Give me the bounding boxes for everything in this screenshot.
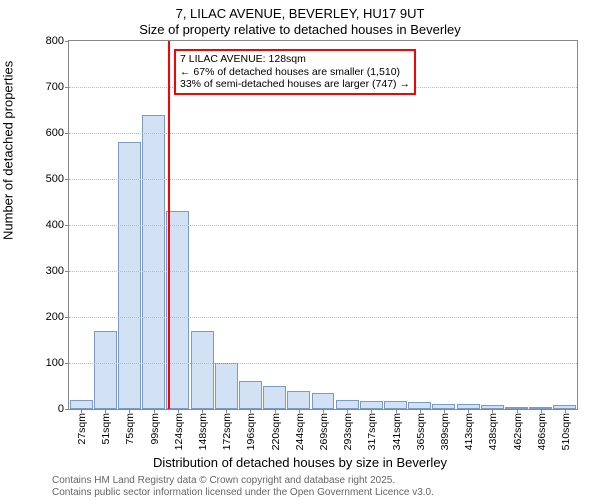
x-tick-mark	[420, 409, 421, 413]
bar	[94, 331, 117, 409]
x-tick-mark	[396, 409, 397, 413]
grid-line	[69, 317, 577, 318]
x-tick-mark	[105, 409, 106, 413]
footer-line-2: Contains public sector information licen…	[52, 487, 434, 498]
x-tick-mark	[492, 409, 493, 413]
x-tick-label: 148sqm	[197, 413, 209, 450]
x-tick-label: 99sqm	[149, 413, 161, 445]
x-tick-label: 293sqm	[342, 413, 354, 450]
x-tick-mark	[250, 409, 251, 413]
x-tick-mark	[323, 409, 324, 413]
chart-title-line-2: Size of property relative to detached ho…	[139, 22, 461, 37]
x-tick-mark	[444, 409, 445, 413]
bar	[239, 381, 262, 409]
bar	[360, 401, 383, 409]
bar	[312, 393, 335, 409]
x-tick-label: 196sqm	[246, 413, 258, 450]
y-tick-label: 400	[46, 219, 64, 231]
x-tick-mark	[371, 409, 372, 413]
x-tick-label: 269sqm	[318, 413, 330, 450]
x-tick-mark	[202, 409, 203, 413]
x-tick-label: 124sqm	[173, 413, 185, 450]
x-tick-label: 244sqm	[294, 413, 306, 450]
x-tick-mark	[347, 409, 348, 413]
y-tick-label: 200	[46, 311, 64, 323]
x-tick-mark	[178, 409, 179, 413]
bar	[336, 400, 359, 409]
x-tick-mark	[275, 409, 276, 413]
y-tick-mark	[65, 133, 69, 134]
y-tick-label: 300	[46, 265, 64, 277]
bar	[287, 391, 310, 409]
y-tick-label: 500	[46, 173, 64, 185]
callout-line: ← 67% of detached houses are smaller (1,…	[180, 66, 410, 79]
y-tick-mark	[65, 225, 69, 226]
x-tick-label: 486sqm	[536, 413, 548, 450]
y-tick-mark	[65, 41, 69, 42]
footer-line-1: Contains HM Land Registry data © Crown c…	[52, 475, 395, 486]
y-tick-label: 100	[46, 357, 64, 369]
x-tick-mark	[517, 409, 518, 413]
x-tick-label: 75sqm	[125, 413, 137, 445]
y-tick-mark	[65, 87, 69, 88]
x-tick-mark	[299, 409, 300, 413]
x-tick-label: 413sqm	[463, 413, 475, 450]
bar	[384, 401, 407, 409]
y-axis-label: Number of detached properties	[1, 61, 16, 240]
x-tick-mark	[129, 409, 130, 413]
bar	[191, 331, 214, 409]
y-tick-mark	[65, 179, 69, 180]
bar	[118, 142, 141, 409]
y-tick-label: 600	[46, 127, 64, 139]
y-tick-label: 700	[46, 81, 64, 93]
bar	[263, 386, 286, 409]
x-tick-mark	[154, 409, 155, 413]
bar	[215, 363, 238, 409]
x-tick-label: 27sqm	[76, 413, 88, 445]
grid-line	[69, 133, 577, 134]
x-tick-label: 172sqm	[221, 413, 233, 450]
grid-line	[69, 271, 577, 272]
x-tick-label: 317sqm	[367, 413, 379, 450]
x-tick-label: 438sqm	[488, 413, 500, 450]
x-tick-label: 510sqm	[560, 413, 572, 450]
grid-line	[69, 179, 577, 180]
bar	[408, 402, 431, 409]
x-tick-mark	[226, 409, 227, 413]
x-tick-label: 341sqm	[391, 413, 403, 450]
y-tick-label: 800	[46, 35, 64, 47]
x-tick-mark	[468, 409, 469, 413]
bar	[70, 400, 93, 409]
reference-line	[168, 41, 170, 409]
x-tick-label: 389sqm	[439, 413, 451, 450]
chart-title-line-1: 7, LILAC AVENUE, BEVERLEY, HU17 9UT	[176, 6, 425, 21]
y-tick-mark	[65, 409, 69, 410]
x-tick-label: 462sqm	[512, 413, 524, 450]
x-tick-mark	[541, 409, 542, 413]
callout-line: 7 LILAC AVENUE: 128sqm	[180, 53, 410, 66]
callout-box: 7 LILAC AVENUE: 128sqm← 67% of detached …	[174, 49, 416, 95]
y-tick-mark	[65, 317, 69, 318]
x-tick-label: 51sqm	[100, 413, 112, 445]
y-tick-mark	[65, 363, 69, 364]
bar	[142, 115, 165, 409]
x-axis-label: Distribution of detached houses by size …	[153, 455, 447, 470]
x-tick-mark	[81, 409, 82, 413]
plot-area: 010020030040050060070080027sqm51sqm75sqm…	[68, 40, 578, 410]
x-tick-label: 365sqm	[415, 413, 427, 450]
x-tick-mark	[565, 409, 566, 413]
y-tick-mark	[65, 271, 69, 272]
chart-container: 7, LILAC AVENUE, BEVERLEY, HU17 9UT Size…	[0, 0, 600, 500]
callout-line: 33% of semi-detached houses are larger (…	[180, 78, 410, 91]
grid-line	[69, 225, 577, 226]
grid-line	[69, 363, 577, 364]
x-tick-label: 220sqm	[270, 413, 282, 450]
y-tick-label: 0	[58, 403, 64, 415]
